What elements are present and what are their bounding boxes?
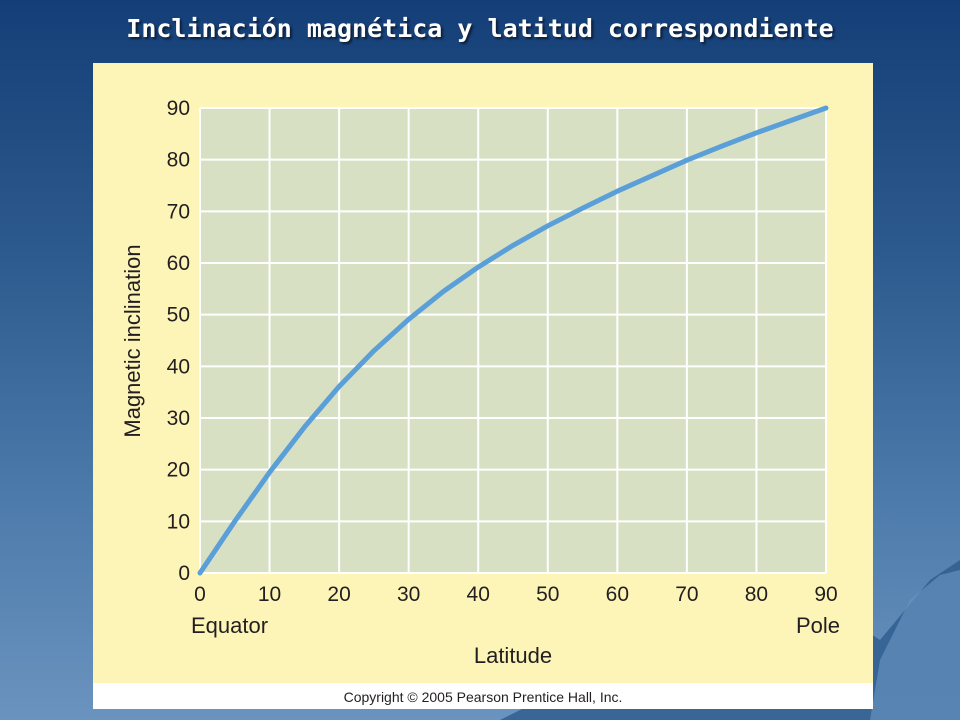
x-tick-label: 30 <box>397 583 420 606</box>
x-tick-label: 50 <box>536 583 559 606</box>
chart-footer <box>93 683 873 709</box>
plot-area <box>200 108 826 573</box>
x-end-label-equator: Equator <box>191 613 268 638</box>
y-tick-label: 40 <box>167 355 190 378</box>
x-tick-label: 0 <box>194 583 206 606</box>
y-tick-label: 0 <box>178 562 190 585</box>
x-tick-label: 20 <box>327 583 350 606</box>
y-tick-label: 60 <box>167 252 190 275</box>
x-tick-label: 10 <box>258 583 281 606</box>
y-tick-label: 70 <box>167 200 190 223</box>
y-tick-label: 30 <box>167 407 190 430</box>
x-tick-label: 90 <box>814 583 837 606</box>
slide-title: Inclinación magnética y latitud correspo… <box>126 14 834 43</box>
chart-panel: 0 10 20 30 40 50 60 70 80 90 0 10 20 30 40 50 60 70 80 90 … <box>93 63 873 709</box>
x-tick-labels: 0 10 20 30 40 50 60 70 80 90 <box>194 583 838 606</box>
chart-svg: 0 10 20 30 40 50 60 70 80 90 0102030405060708090 … <box>93 63 873 709</box>
x-tick-label: 40 <box>467 583 490 606</box>
x-tick-label: 70 <box>675 583 698 606</box>
series-line <box>197 105 829 576</box>
x-tick-label: 60 <box>606 583 629 606</box>
y-tick-labels: 0 10 20 30 40 50 60 70 80 90 <box>167 97 190 585</box>
y-axis-title: Magnetic inclination <box>120 244 145 437</box>
x-end-label-pole: Pole <box>796 613 840 638</box>
y-tick-label: 50 <box>167 304 190 327</box>
x-axis-title: Latitude <box>474 643 552 668</box>
copyright-notice: Copyright © 2005 Pearson Prentice Hall, … <box>344 689 623 705</box>
grid-lines <box>199 107 827 574</box>
y-tick-label: 90 <box>167 97 190 120</box>
y-tick-label: 20 <box>167 459 190 482</box>
y-tick-label: 80 <box>167 149 190 172</box>
y-tick-label: 10 <box>167 510 190 533</box>
x-tick-label: 80 <box>745 583 768 606</box>
